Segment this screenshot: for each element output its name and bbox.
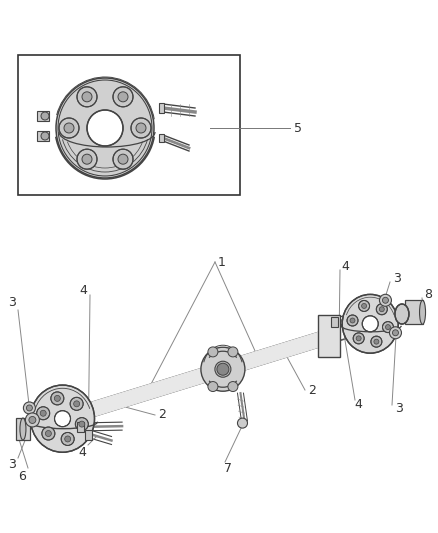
- Circle shape: [208, 382, 218, 392]
- Circle shape: [25, 413, 39, 427]
- Bar: [85, 431, 92, 440]
- Circle shape: [356, 336, 361, 341]
- Text: 5: 5: [294, 122, 302, 134]
- Circle shape: [392, 330, 399, 336]
- Ellipse shape: [20, 418, 26, 440]
- Bar: [405, 300, 423, 324]
- Ellipse shape: [56, 78, 154, 178]
- Circle shape: [382, 321, 393, 333]
- Circle shape: [217, 363, 229, 375]
- Text: 4: 4: [78, 446, 86, 458]
- Circle shape: [237, 418, 247, 428]
- Bar: [37, 111, 49, 121]
- Circle shape: [136, 123, 146, 133]
- Circle shape: [37, 407, 49, 420]
- Bar: [331, 317, 338, 327]
- Circle shape: [208, 347, 218, 357]
- Circle shape: [70, 397, 83, 410]
- Bar: [159, 103, 164, 113]
- Text: 2: 2: [308, 384, 316, 397]
- Bar: [18, 55, 240, 195]
- Text: 3: 3: [393, 271, 401, 285]
- Circle shape: [385, 325, 390, 329]
- Circle shape: [362, 316, 378, 332]
- Circle shape: [61, 432, 74, 446]
- Circle shape: [77, 149, 97, 169]
- Circle shape: [228, 347, 238, 357]
- Text: 4: 4: [354, 399, 362, 411]
- Circle shape: [113, 87, 133, 107]
- Circle shape: [131, 118, 151, 138]
- Circle shape: [65, 436, 71, 442]
- Circle shape: [379, 307, 384, 312]
- Bar: [16, 418, 30, 440]
- Circle shape: [374, 339, 379, 344]
- Circle shape: [46, 431, 51, 437]
- Circle shape: [64, 123, 74, 133]
- Text: 4: 4: [341, 260, 349, 272]
- Text: 3: 3: [395, 401, 403, 415]
- Bar: [318, 316, 340, 358]
- Ellipse shape: [342, 294, 398, 353]
- Text: 3: 3: [8, 458, 16, 472]
- Circle shape: [113, 149, 133, 169]
- Circle shape: [40, 410, 46, 416]
- Bar: [37, 131, 49, 141]
- Circle shape: [389, 327, 402, 339]
- Circle shape: [87, 110, 123, 146]
- Bar: [159, 134, 164, 142]
- Text: 3: 3: [8, 296, 16, 310]
- Circle shape: [347, 315, 358, 326]
- Ellipse shape: [395, 304, 409, 324]
- Circle shape: [29, 416, 36, 423]
- Circle shape: [362, 303, 367, 309]
- Circle shape: [359, 301, 370, 311]
- Circle shape: [54, 395, 60, 401]
- Polygon shape: [77, 366, 215, 420]
- Circle shape: [77, 87, 97, 107]
- Circle shape: [118, 154, 128, 164]
- Bar: [78, 422, 85, 432]
- Ellipse shape: [58, 80, 152, 176]
- Ellipse shape: [201, 347, 245, 391]
- Text: 4: 4: [79, 284, 87, 296]
- Circle shape: [353, 333, 364, 344]
- Circle shape: [41, 132, 49, 140]
- Circle shape: [379, 294, 392, 306]
- Circle shape: [23, 402, 35, 414]
- Polygon shape: [238, 331, 328, 371]
- Circle shape: [79, 421, 85, 427]
- Circle shape: [41, 112, 49, 120]
- Text: 7: 7: [224, 462, 232, 474]
- Circle shape: [54, 410, 71, 427]
- Circle shape: [350, 318, 355, 323]
- Circle shape: [118, 92, 128, 102]
- Text: 2: 2: [158, 408, 166, 422]
- Circle shape: [74, 401, 80, 407]
- Circle shape: [228, 382, 238, 392]
- Ellipse shape: [420, 300, 426, 324]
- Circle shape: [59, 118, 79, 138]
- Text: 1: 1: [218, 255, 226, 269]
- Circle shape: [82, 154, 92, 164]
- Circle shape: [82, 92, 92, 102]
- Text: 6: 6: [18, 470, 26, 482]
- Circle shape: [382, 297, 389, 303]
- Circle shape: [371, 336, 382, 347]
- Circle shape: [75, 418, 88, 431]
- Ellipse shape: [215, 361, 231, 377]
- Text: 8: 8: [424, 288, 432, 302]
- Circle shape: [42, 427, 55, 440]
- Ellipse shape: [31, 385, 95, 453]
- Circle shape: [26, 405, 32, 411]
- Circle shape: [51, 392, 64, 405]
- Circle shape: [376, 304, 387, 315]
